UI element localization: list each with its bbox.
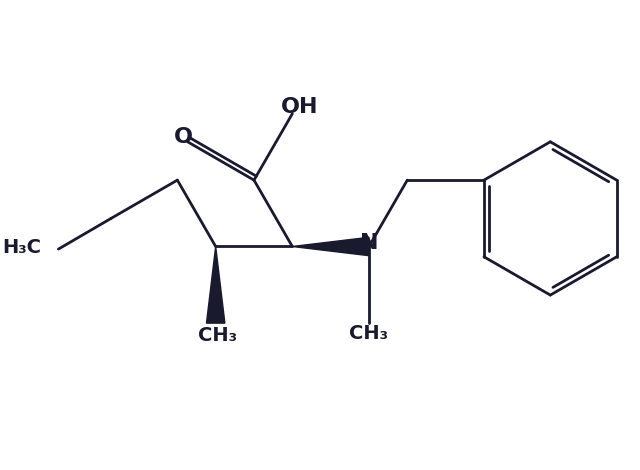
Text: H₃C: H₃C (2, 238, 41, 257)
Polygon shape (207, 246, 225, 323)
Polygon shape (292, 237, 369, 256)
Text: N: N (360, 234, 379, 253)
Text: CH₃: CH₃ (349, 324, 388, 344)
Text: OH: OH (281, 97, 319, 117)
Text: O: O (174, 127, 193, 147)
Text: CH₃: CH₃ (198, 326, 237, 345)
